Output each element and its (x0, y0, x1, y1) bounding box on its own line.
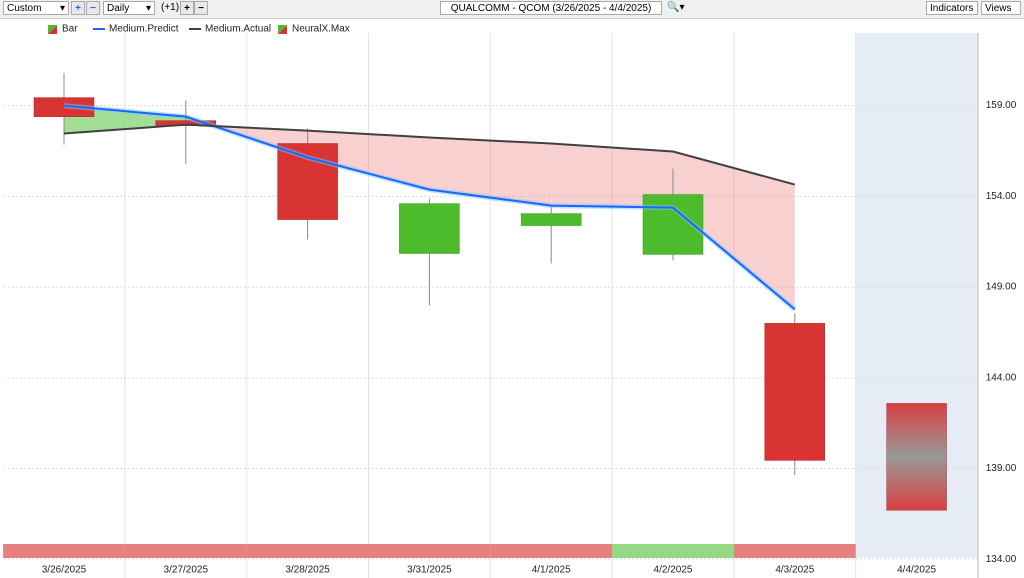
signal-band (124, 544, 247, 558)
range-box (886, 403, 947, 511)
series-line (63, 123, 796, 186)
signal-band (612, 544, 734, 558)
x-tick-label: 3/31/2025 (407, 565, 452, 576)
legend-label: Medium.Actual (205, 24, 271, 35)
indicators-button[interactable]: Indicators (926, 1, 978, 15)
candle-body (399, 203, 460, 254)
offset-plus[interactable]: + (180, 1, 194, 15)
legend-label: NeuralX.Max (292, 24, 350, 35)
search-icon[interactable]: 🔍▾ (667, 2, 685, 13)
period-select[interactable]: Daily ▾ (103, 1, 155, 15)
legend-icon (278, 25, 287, 34)
toolbar: Custom ▾ + − Daily ▾ (+1) + − QUALCOMM - Q… (0, 0, 1024, 19)
signal-band (246, 544, 369, 558)
x-tick-label: 3/26/2025 (42, 565, 87, 576)
y-tick-label: 154.00 (986, 191, 1017, 202)
signal-band (3, 544, 125, 558)
mode-select[interactable]: Custom ▾ (3, 1, 69, 15)
mode-text: Custom (7, 3, 42, 14)
spread-fill (429, 137, 552, 206)
zoom-in[interactable]: + (71, 1, 85, 15)
signal-band (490, 544, 613, 558)
symbol-title[interactable]: QUALCOMM - QCOM (3/26/2025 - 4/4/2025) (440, 1, 662, 15)
candle-body (520, 213, 582, 226)
spread-fill (551, 143, 673, 208)
candle-body (764, 323, 826, 461)
series-line (63, 104, 796, 311)
y-tick-label: 144.00 (986, 372, 1017, 383)
y-tick-label: 134.00 (986, 554, 1017, 565)
x-tick-label: 4/2/2025 (654, 565, 693, 576)
spread-fill (307, 130, 430, 190)
x-tick-label: 4/1/2025 (532, 565, 571, 576)
period-text: Daily (107, 3, 130, 14)
y-tick-label: 159.00 (986, 100, 1017, 111)
offset: (+1) (161, 2, 180, 13)
x-tick-label: 4/3/2025 (775, 565, 814, 576)
y-tick-label: 139.00 (986, 463, 1017, 474)
offset-minus[interactable]: − (194, 1, 208, 15)
signal-band (368, 544, 491, 558)
legend-label: Medium.Predict (109, 24, 179, 35)
legend-icon (48, 25, 57, 34)
spread-fill (673, 151, 795, 310)
legend-label: Bar (62, 24, 78, 35)
y-tick-label: 149.00 (986, 282, 1017, 293)
x-tick-label: 4/4/2025 (897, 565, 936, 576)
x-tick-label: 3/28/2025 (285, 565, 330, 576)
views-button[interactable]: Views (981, 1, 1021, 15)
x-tick-label: 3/27/2025 (164, 565, 209, 576)
zoom-out[interactable]: − (86, 1, 100, 15)
spread-fill (213, 126, 308, 158)
signal-band (733, 544, 856, 558)
